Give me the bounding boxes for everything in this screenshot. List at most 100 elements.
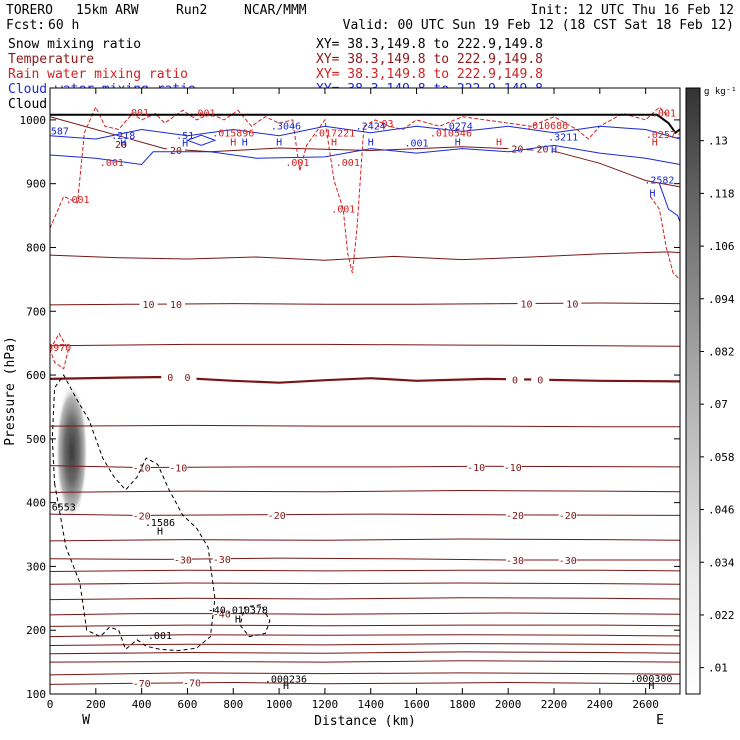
rain-label: .001 <box>100 158 124 169</box>
cloud-water-label: .2424 <box>356 121 386 132</box>
fcst-label: Fcst: <box>6 18 45 33</box>
isotherm-label: 0 <box>512 376 518 387</box>
model-name: TORERO <box>6 3 53 18</box>
isotherm-label: 10 <box>566 300 578 311</box>
isotherm-label-bg <box>563 297 582 309</box>
init-time: Init: 12 UTC Thu 16 Feb 12 <box>531 3 735 18</box>
field-legend-name: Rain water mixing ratio <box>8 67 188 82</box>
isotherm-label-bg <box>506 373 525 385</box>
isotherm-label: -70 <box>183 679 201 690</box>
isotherm-label: 10 <box>520 300 532 311</box>
snow-label: H <box>235 615 241 626</box>
rain-label: .03 <box>375 119 393 130</box>
center-name: NCAR/MMM <box>244 3 307 18</box>
ice-label: H <box>283 681 289 692</box>
model-resolution: 15km ARW <box>76 3 139 18</box>
isotherm-label-bg <box>169 461 188 473</box>
isotherm-line <box>50 582 680 585</box>
isotherm-line <box>50 660 680 663</box>
field-legend-name: Temperature <box>8 52 94 67</box>
field-legend-xy: XY= 38.3,149.8 to 222.9,149.8 <box>316 67 543 82</box>
isotherm-line <box>50 672 680 676</box>
isotherm-label: -30 <box>174 555 192 566</box>
rain-label: .010686 <box>526 121 568 132</box>
colorbar-tick-label: .118 <box>708 187 735 200</box>
cloud-water-label: 6587 <box>45 127 69 138</box>
snow-label: -40.010378 <box>208 606 268 617</box>
header: TORERO 15km ARW Run2 NCAR/MMM Init: 12 U… <box>6 3 734 33</box>
rain-contour <box>649 196 680 280</box>
cloud-water-label: H <box>649 188 655 199</box>
isotherm-line <box>50 251 680 261</box>
ice-label: .000300 <box>630 674 672 685</box>
isotherm-label-bg <box>167 298 185 310</box>
isotherm-label-bg <box>267 508 286 520</box>
isotherm-label: -10 <box>504 463 522 474</box>
isotherm-label: -20 <box>559 511 577 522</box>
isotherm-label-bg <box>132 677 151 689</box>
isotherm-label: -10 <box>467 463 485 474</box>
plot-layers: -70 -70 -40 -30 -30 -30 -30 -20 -20 -20 -20 -10 -10 -… <box>45 105 680 692</box>
rain-label: .015896 <box>212 128 254 139</box>
colorbar-tick-label: .106 <box>708 240 735 253</box>
isotherm-label: 20 <box>115 140 127 151</box>
plot-frame <box>49 87 681 695</box>
x-tick-label: 1000 <box>266 698 293 711</box>
x-tick-label: 800 <box>223 698 243 711</box>
x-tick-label: 400 <box>132 698 152 711</box>
x-tick-label: 600 <box>178 698 198 711</box>
isotherm-line <box>50 651 680 655</box>
isotherm-label: -40 <box>213 610 231 621</box>
x-tick-label: 1800 <box>449 698 476 711</box>
y-tick-label: 500 <box>26 433 46 446</box>
isotherm-label-bg <box>139 298 158 310</box>
y-tick-label: 600 <box>26 369 46 382</box>
cloud-water-label: H <box>182 139 188 150</box>
isotherm-label-bg <box>506 508 525 520</box>
y-axis-label: Pressure (hPa) <box>3 336 18 446</box>
isotherm-line <box>50 489 680 493</box>
isotherm-label: 0 <box>184 373 190 384</box>
valid-time: Valid: 00 UTC Sun 19 Feb 12 (18 CST Sat … <box>343 18 734 33</box>
x-end-label-right: E <box>656 713 664 728</box>
isotherm-label: 10 <box>170 300 182 311</box>
rain-label: H <box>331 137 337 148</box>
y-tick-label: 700 <box>26 305 46 318</box>
field-legend-name: Snow mixing ratio <box>8 37 141 52</box>
isotherm-label-bg <box>132 461 151 473</box>
snow-label: .001 <box>148 631 172 642</box>
isotherm-line <box>50 634 680 638</box>
rain-contour <box>50 105 669 274</box>
x-tick-label: 2000 <box>495 698 522 711</box>
snow-label: H <box>157 527 163 538</box>
isotherm-label-bg <box>212 607 231 619</box>
isotherm-label: -30 <box>213 555 231 566</box>
isotherm-label-bg <box>533 142 552 154</box>
isotherm-label-bg <box>517 297 536 309</box>
x-tick-label: 2400 <box>587 698 614 711</box>
cloud-water-label: H <box>368 137 374 148</box>
isotherm-label-bg <box>173 553 192 565</box>
colorbar-tick-label: .058 <box>708 451 735 464</box>
snow-contour <box>239 604 271 638</box>
cloud-water-label: .218 <box>111 131 135 142</box>
ice-label: H <box>648 681 654 692</box>
ice-label: .000236 <box>265 675 307 686</box>
isotherm-label-bg <box>212 552 231 564</box>
colorbar-ramp <box>685 87 701 695</box>
isotherm-label-bg <box>467 460 486 472</box>
y-tick-label: 100 <box>26 688 46 701</box>
rain-label: H <box>230 137 236 148</box>
isotherm-line <box>50 624 680 627</box>
x-tick-label: 2200 <box>541 698 568 711</box>
isotherm-label-bg <box>503 460 522 472</box>
y-tick-label: 300 <box>26 560 46 573</box>
snow-label: .1586 <box>145 518 175 529</box>
isotherm-label-bg <box>112 138 131 150</box>
x-tick-label: 1200 <box>312 698 339 711</box>
x-tick-label: 200 <box>86 698 106 711</box>
colorbar-tick-label: .07 <box>708 398 728 411</box>
cloud-water-label: H <box>120 139 126 150</box>
isotherm-line <box>50 643 680 646</box>
